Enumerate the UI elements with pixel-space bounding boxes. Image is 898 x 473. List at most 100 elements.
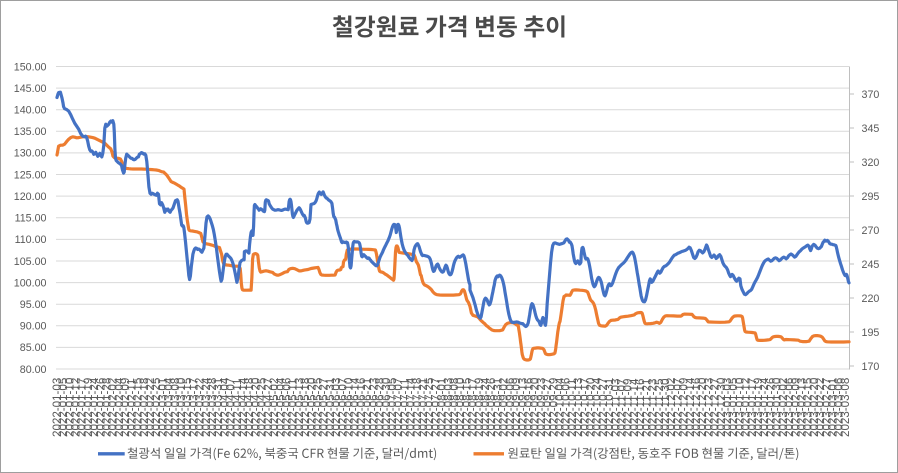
svg-text:2022-03-24: 2022-03-24	[200, 377, 213, 437]
svg-text:2022-03-04: 2022-03-04	[163, 377, 176, 437]
svg-text:245: 245	[862, 259, 880, 271]
svg-text:2023-02-15: 2023-02-15	[802, 378, 815, 437]
svg-text:2022-12-27: 2022-12-27	[709, 378, 722, 437]
svg-text:2022-09-16: 2022-09-16	[523, 378, 536, 437]
svg-text:2022-10-17: 2022-10-17	[578, 378, 591, 437]
svg-text:2023-01-12: 2023-01-12	[740, 378, 753, 437]
svg-text:2022-03-17: 2022-03-17	[187, 378, 200, 437]
svg-text:2022-10-24: 2022-10-24	[591, 377, 604, 437]
svg-text:2023-02-02: 2023-02-02	[777, 378, 790, 437]
svg-text:2022-05-02: 2022-05-02	[268, 378, 281, 437]
svg-text:2022-10-31: 2022-10-31	[603, 378, 616, 437]
svg-text:2022-09-13: 2022-09-13	[516, 378, 529, 437]
svg-text:2022-12-02: 2022-12-02	[665, 378, 678, 437]
svg-text:2023-01-10: 2023-01-10	[733, 378, 746, 437]
svg-text:220: 220	[862, 293, 880, 305]
svg-text:2022-08-15: 2022-08-15	[460, 378, 473, 437]
svg-text:2022-05-25: 2022-05-25	[312, 378, 325, 437]
svg-text:2023-02-13: 2023-02-13	[796, 378, 809, 437]
svg-text:2022-11-21: 2022-11-21	[640, 379, 653, 437]
svg-text:95.00: 95.00	[20, 299, 47, 311]
svg-text:2022-06-03: 2022-06-03	[330, 378, 343, 437]
svg-text:100.00: 100.00	[14, 277, 47, 289]
svg-text:115.00: 115.00	[15, 213, 47, 225]
svg-text:2023-01-03: 2023-01-03	[721, 378, 734, 437]
svg-text:105.00: 105.00	[14, 256, 47, 268]
svg-text:110.00: 110.00	[15, 234, 47, 246]
svg-text:2022-03-15: 2022-03-15	[181, 378, 194, 437]
svg-text:2022-05-13: 2022-05-13	[293, 378, 306, 437]
svg-text:2022-09-02: 2022-09-02	[498, 378, 511, 437]
svg-text:2023-01-26: 2023-01-26	[764, 378, 777, 437]
svg-text:2022-11-14: 2022-11-14	[628, 378, 641, 437]
svg-text:2022-01-10: 2022-01-10	[63, 378, 76, 437]
svg-text:170: 170	[862, 361, 880, 373]
svg-text:2022-08-03: 2022-08-03	[442, 378, 455, 437]
svg-text:2022-11-25: 2022-11-25	[653, 379, 666, 437]
svg-text:120.00: 120.00	[14, 191, 47, 203]
svg-text:2022-07-05: 2022-07-05	[386, 378, 399, 437]
svg-text:125.00: 125.00	[14, 169, 47, 181]
svg-text:2022-01-19: 2022-01-19	[82, 378, 95, 437]
svg-text:2022-10-04: 2022-10-04	[554, 377, 567, 437]
svg-text:345: 345	[862, 123, 880, 135]
svg-text:2022-05-04: 2022-05-04	[274, 377, 287, 437]
svg-text:2022-04-04: 2022-04-04	[218, 377, 231, 437]
svg-text:2022-08-31: 2022-08-31	[491, 378, 504, 437]
svg-text:2023-02-09: 2023-02-09	[789, 378, 802, 437]
svg-text:2022-04-20: 2022-04-20	[250, 378, 263, 437]
svg-text:2022-03-22: 2022-03-22	[194, 378, 207, 437]
svg-text:2022-04-27: 2022-04-27	[262, 378, 275, 437]
svg-text:2022-08-26: 2022-08-26	[485, 378, 498, 437]
svg-text:2022-03-01: 2022-03-01	[156, 378, 169, 437]
svg-text:195: 195	[862, 327, 880, 339]
svg-text:2022-06-14: 2022-06-14	[349, 377, 362, 437]
svg-text:2022-04-14: 2022-04-14	[237, 377, 250, 437]
svg-text:2022-09-29: 2022-09-29	[547, 378, 560, 437]
svg-text:2023-03-01: 2023-03-01	[827, 378, 840, 437]
svg-text:85.00: 85.00	[20, 342, 47, 354]
svg-text:150.00: 150.00	[14, 61, 47, 73]
svg-text:2022-11-16: 2022-11-16	[634, 379, 647, 437]
svg-text:2023-03-06: 2023-03-06	[833, 378, 846, 437]
svg-text:2022-06-07: 2022-06-07	[336, 378, 349, 437]
svg-text:2022-07-21: 2022-07-21	[417, 378, 430, 437]
svg-text:2022-06-16: 2022-06-16	[355, 378, 368, 437]
svg-text:2022-08-10: 2022-08-10	[454, 378, 467, 437]
svg-text:2022-02-18: 2022-02-18	[138, 378, 151, 437]
svg-text:2022-03-10: 2022-03-10	[175, 378, 188, 437]
svg-text:90.00: 90.00	[20, 321, 47, 333]
svg-text:2022-01-24: 2022-01-24	[88, 377, 101, 437]
svg-text:2022-08-24: 2022-08-24	[479, 377, 492, 437]
svg-text:2022-12-09: 2022-12-09	[678, 378, 691, 437]
svg-text:2022-04-07: 2022-04-07	[225, 378, 238, 437]
svg-text:2022-04-25: 2022-04-25	[256, 378, 269, 437]
svg-text:2022-01-03: 2022-01-03	[51, 378, 64, 437]
svg-text:2022-07-27: 2022-07-27	[429, 378, 442, 437]
svg-text:2022-12-20: 2022-12-20	[696, 378, 709, 437]
svg-text:2022-12-30: 2022-12-30	[715, 378, 728, 437]
svg-text:2023-02-27: 2023-02-27	[820, 378, 833, 437]
svg-text:2022-10-11: 2022-10-11	[566, 379, 579, 437]
svg-text:2022-02-04: 2022-02-04	[113, 377, 126, 437]
svg-text:2022-04-11: 2022-04-11	[231, 379, 244, 437]
svg-text:2022-02-09: 2022-02-09	[119, 378, 132, 437]
svg-text:2022-12-16: 2022-12-16	[690, 378, 703, 437]
svg-text:80.00: 80.00	[20, 364, 47, 376]
svg-text:2022-07-07: 2022-07-07	[392, 378, 405, 437]
svg-text:2022-05-11: 2022-05-11	[287, 379, 300, 437]
svg-text:2022-01-17: 2022-01-17	[76, 378, 89, 437]
svg-text:2022-11-03: 2022-11-03	[609, 379, 622, 437]
svg-text:295: 295	[862, 191, 880, 203]
svg-text:2022-09-27: 2022-09-27	[541, 378, 554, 437]
svg-text:320: 320	[862, 157, 880, 169]
svg-text:2022-01-05: 2022-01-05	[57, 378, 70, 437]
svg-text:2023-01-19: 2023-01-19	[752, 378, 765, 437]
svg-text:2022-11-30: 2022-11-30	[659, 379, 672, 437]
svg-text:2022-11-23: 2022-11-23	[647, 379, 660, 437]
svg-text:2022-06-28: 2022-06-28	[374, 378, 387, 437]
svg-text:2022-01-26: 2022-01-26	[94, 378, 107, 437]
svg-text:145.00: 145.00	[14, 83, 47, 95]
svg-text:2022-05-06: 2022-05-06	[281, 378, 294, 437]
svg-text:2022-05-27: 2022-05-27	[318, 378, 331, 437]
